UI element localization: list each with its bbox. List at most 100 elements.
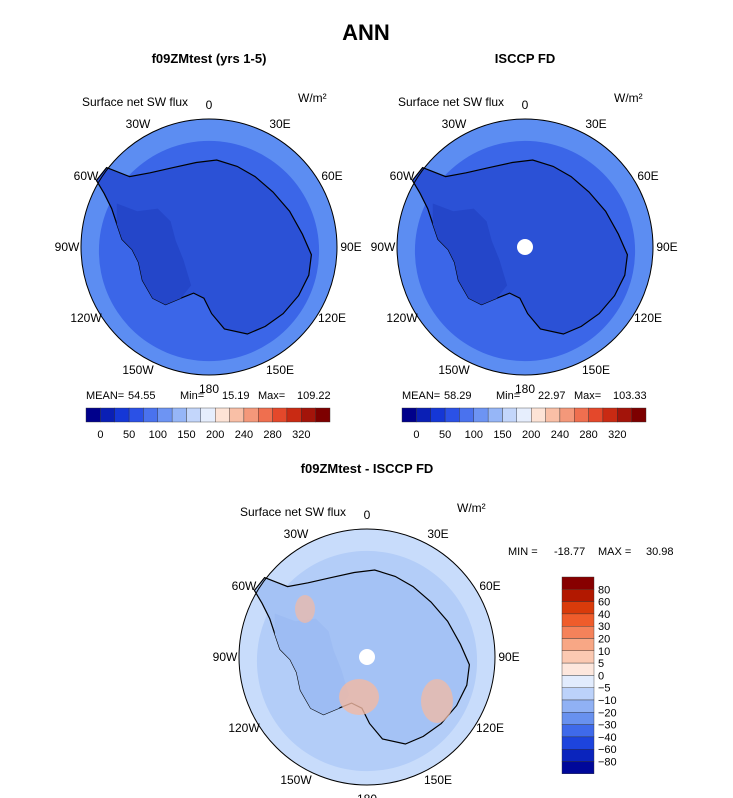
colorbar-tick-label: −30 [598,720,617,732]
panel-3-title: f09ZMtest - ISCCP FD [301,461,434,476]
colorbar-swatch [100,407,116,423]
panel-1-polar-map [80,118,338,376]
colorbar-swatch [128,407,144,423]
peninsula-anomaly [295,595,315,623]
colorbar-swatch [561,662,595,676]
colorbar-tick-label: 5 [598,658,604,670]
colorbar-tick-label: 280 [579,429,597,441]
panel-3-longitude-labels: 0 30E 60E 90E 120E 150E 180 150W 120W 90W 60W 30W [213,508,520,798]
colorbar-swatch [430,407,446,423]
longitude-label: 0 [522,98,529,112]
colorbar-swatch [574,407,589,423]
panel-1-longitude-labels: 0 30E 60E 90E 120E 150E 180 150W 120W 90W 60W 30W [55,98,362,396]
panel-3-polar-map [238,528,496,786]
longitude-label: 30E [427,527,448,541]
longitude-label: 60E [321,169,342,183]
colorbar-tick-label: 100 [149,429,167,441]
colorbar-swatch [114,407,130,423]
colorbar-swatch [143,407,158,423]
colorbar-swatch [631,407,647,423]
colorbar-tick-label: 10 [598,646,610,658]
colorbar-swatch [171,407,187,423]
colorbar-tick-label: −5 [598,683,611,695]
longitude-label: 120E [634,311,662,325]
map-boundary [238,528,496,786]
west-antarctica-region [274,613,350,715]
colorbar-swatch [561,638,595,652]
longitude-label: 30E [269,117,290,131]
colorbar-swatch [561,761,595,775]
panel-1-mean-label: MEAN= [86,390,124,402]
longitude-label: 150W [122,363,154,377]
panel-2-title: ISCCP FD [495,51,555,66]
panel-1-max-value: 109.22 [297,390,331,402]
longitude-label: 90W [371,240,396,254]
coastal-anomaly [421,679,453,723]
colorbar-swatch [229,407,245,423]
colorbar-swatch [617,407,632,423]
panel-2-max-value: 103.33 [613,390,647,402]
colorbar-tick-label: 320 [608,429,626,441]
colorbar-swatch [561,601,595,615]
longitude-label: 90W [213,650,238,664]
colorbar-tick-label: 100 [465,429,483,441]
colorbar-swatch [502,407,518,423]
panel-3-max-label: MAX = [598,546,631,558]
colorbar-swatch [561,613,595,627]
panel-1-max-label: Max= [258,390,285,402]
longitude-label: 180 [199,382,219,396]
colorbar-tick-label: 320 [292,429,310,441]
longitude-label: 120W [228,721,260,735]
colorbar-swatch [561,576,595,590]
longitude-label: 180 [357,792,377,798]
longitude-label: 60W [390,169,415,183]
colorbar-swatch [286,407,302,423]
longitude-label: 150E [424,773,452,787]
longitude-label: 60E [637,169,658,183]
colorbar-tick-label: 240 [551,429,569,441]
colorbar-tick-label: 80 [598,584,610,596]
panel-2-min-label: Min= [496,390,520,402]
panel-2-mean-label: MEAN= [402,390,440,402]
colorbar-swatch [186,407,202,423]
panel-2-variable: Surface net SW flux [398,95,504,109]
colorbar-swatch [301,407,316,423]
pole-hole [517,239,533,255]
panel-1-min-value: 15.19 [222,390,250,402]
colorbar-swatch [561,650,595,664]
colorbar-swatch [561,724,595,738]
longitude-label: 0 [364,508,371,522]
colorbar-swatch [561,712,595,725]
panel-3-unit: W/m² [457,501,486,515]
longitude-label: 30W [126,117,151,131]
longitude-label: 60W [74,169,99,183]
map-boundary [396,118,654,376]
longitude-label: 90E [340,240,361,254]
colorbar-tick-label: 200 [522,429,540,441]
colorbar-tick-label: 50 [439,429,451,441]
panel-2-longitude-labels: 0 30E 60E 90E 120E 150E 180 150W 120W 90W 60W 30W [371,98,678,396]
panel-3-min-value: -18.77 [554,546,585,558]
colorbar-swatch [473,407,489,423]
longitude-label: 30W [442,117,467,131]
panel-2-colorbar: 0 50 100 150 200 240 280 320 [401,407,647,441]
panel-2-mean-value: 58.29 [444,390,472,402]
panel-1-unit: W/m² [298,91,327,105]
colorbar-tick-label: 150 [493,429,511,441]
colorbar-swatch [561,589,595,602]
colorbar-swatch [459,407,474,423]
colorbar-swatch [157,407,173,423]
longitude-label: 90E [498,650,519,664]
longitude-label: 150E [582,363,610,377]
panel-1-min-label: Min= [180,390,204,402]
panel-3-variable: Surface net SW flux [240,505,346,519]
colorbar-swatch [602,407,618,423]
panel-1-title: f09ZMtest (yrs 1-5) [152,51,267,66]
panel-3-min-label: MIN = [508,546,538,558]
colorbar-tick-label: 30 [598,621,610,633]
panel-1-stats: MEAN= 54.55 Min= 15.19 Max= 109.22 [86,390,331,402]
longitude-label: 90W [55,240,80,254]
longitude-label: 150W [280,773,312,787]
colorbar-swatch [559,407,575,423]
